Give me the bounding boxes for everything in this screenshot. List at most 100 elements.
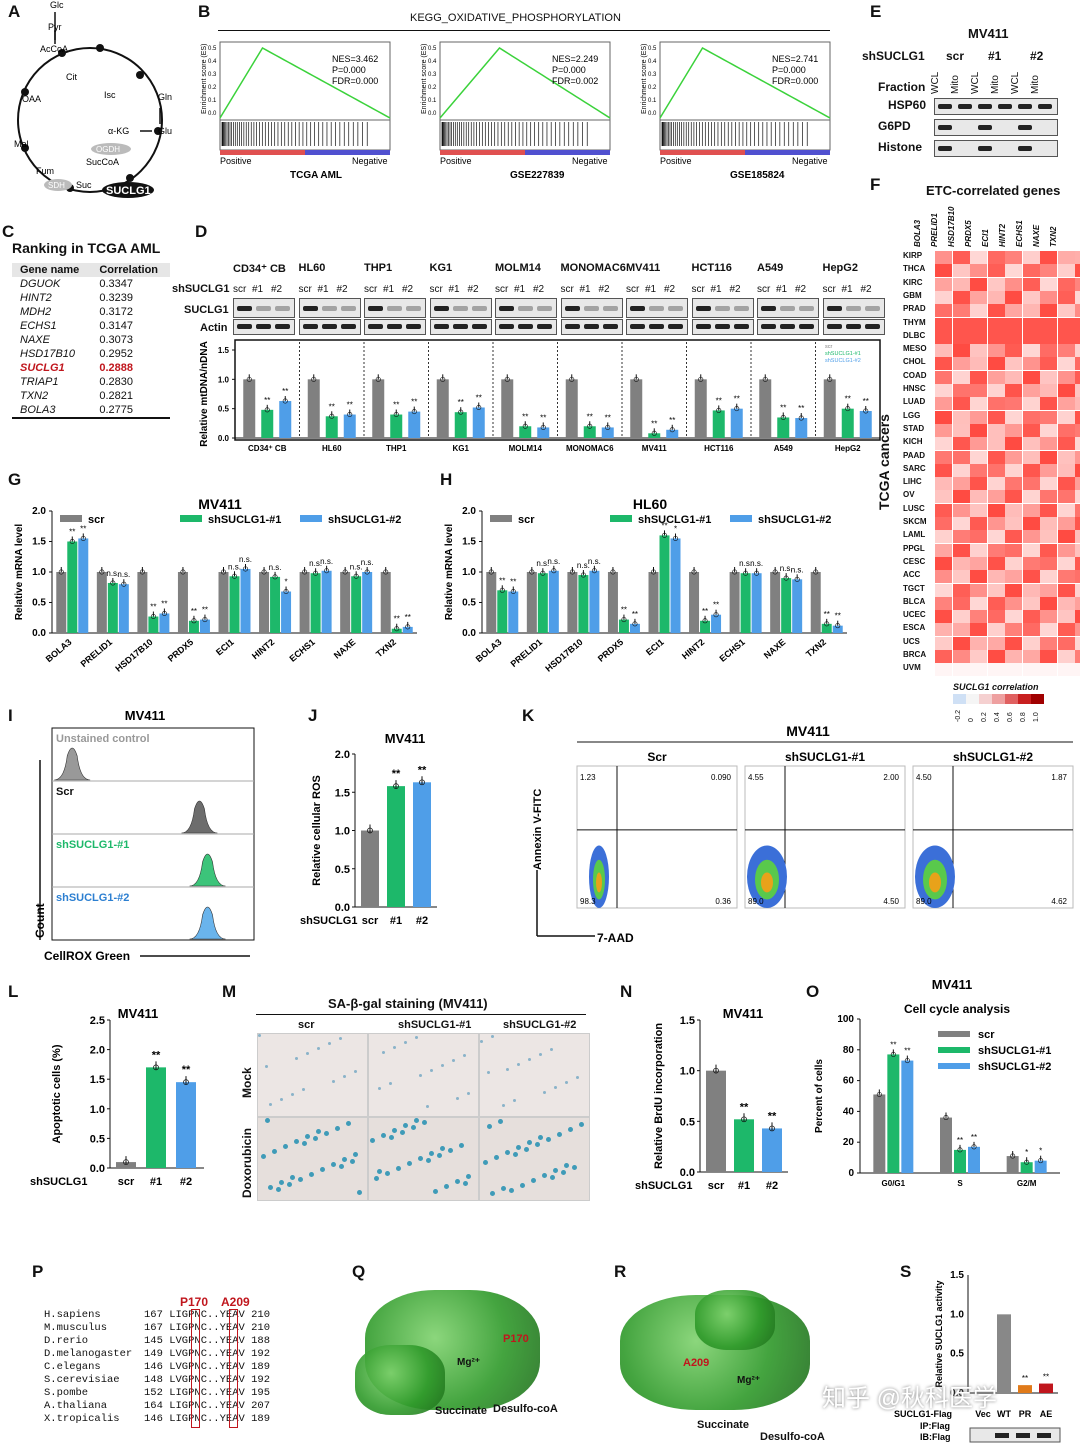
significance-mark: ** (768, 1110, 777, 1122)
m-stained-cell (317, 1047, 320, 1050)
bar (734, 1119, 754, 1172)
heatmap-cell (1022, 610, 1040, 624)
heatmap-cell (1075, 370, 1080, 384)
significance-mark: ** (264, 396, 270, 405)
k-plot-name: shSUCLG1-#1 (785, 750, 865, 764)
legend-label: scr (88, 514, 105, 526)
bar (670, 538, 681, 633)
bar (968, 1146, 980, 1173)
heatmap-cell (1040, 450, 1057, 464)
significance-mark: ** (150, 603, 156, 612)
r-desulfo-label: Desulfo-coA (760, 1431, 825, 1443)
r-mg-label: Mg²⁺ (737, 1375, 761, 1386)
heatmap-cell (1057, 397, 1075, 411)
data-point (943, 1115, 949, 1121)
heatmap-cancer-label: UCS (903, 636, 920, 646)
heatmap-cancer-label: LIHC (903, 477, 922, 487)
x-tick-label: PRDX5 (596, 637, 625, 664)
y-axis-label: Relative mtDNA/nDNA (199, 341, 210, 447)
data-point (591, 568, 597, 574)
heatmap-cell (1075, 397, 1080, 411)
heatmap-cell (1022, 663, 1040, 677)
d-sh-label: shSUCLG1 (172, 283, 230, 295)
y-tick-label: 2.0 (462, 506, 476, 517)
d-band-actin (864, 324, 880, 329)
panel-label-e: E (870, 2, 882, 21)
metab-akg: α-KG (108, 126, 129, 136)
data-point (510, 589, 516, 595)
e-sh-label: shSUCLG1 (862, 49, 925, 63)
bar (96, 572, 107, 633)
d-band-suclg1 (826, 306, 842, 311)
heatmap-cell (987, 397, 1005, 411)
y-tick-label: 1.0 (32, 567, 46, 578)
heatmap-cancer-label: GBM (903, 290, 922, 300)
m-micrograph (479, 1033, 590, 1117)
m-stained-cell (419, 1074, 422, 1077)
m-stained-cell (382, 1051, 385, 1054)
gsea-pos-label: Positive (220, 156, 252, 166)
s-x-label: PR (1019, 1409, 1032, 1419)
significance-mark: ** (904, 1047, 910, 1056)
heatmap-cell (1005, 344, 1022, 358)
x-tick-label: CD34⁺ CB (248, 444, 287, 453)
p-mark-a209: A209 (221, 1295, 250, 1309)
i-track-label: shSUCLG1-#2 (56, 892, 129, 904)
m-stained-cell (328, 1042, 331, 1045)
d-lane-label: #1 (252, 284, 264, 295)
m-stained-cell (579, 1122, 584, 1127)
e-group-label: #1 (988, 49, 1002, 63)
heatmap-cell (987, 423, 1005, 437)
k-ur: 2.00 (883, 773, 899, 782)
m-stained-cell (287, 1182, 292, 1187)
e-band (938, 146, 952, 151)
d-band-actin (518, 324, 533, 329)
heatmap-cell (1040, 290, 1057, 304)
d-lane-label: #2 (533, 284, 545, 295)
significance-mark: ** (651, 419, 657, 428)
e-group-label: #2 (1030, 49, 1044, 63)
structure-r: A209 Mg²⁺ Succinate Desulfo-coA (605, 1285, 830, 1443)
bar (618, 619, 629, 633)
y-tick-label: 1.0 (680, 1066, 695, 1078)
heatmap-cell (970, 304, 987, 318)
e-band (1018, 125, 1032, 130)
heatmap-cell (1005, 556, 1022, 570)
m-stained-cell (350, 1159, 355, 1164)
heatmap-cell (1075, 317, 1080, 331)
metab-oaa: OAA (22, 94, 41, 104)
panel-label-a: A (8, 2, 21, 21)
m-stained-cell (385, 1171, 390, 1176)
significance-mark: ** (669, 416, 675, 425)
heatmap-cell (1005, 397, 1022, 411)
data-point (405, 624, 411, 630)
heatmap-cell (1075, 357, 1080, 371)
heatmap-cell (987, 543, 1005, 557)
i-track-label: shSUCLG1-#1 (56, 839, 129, 851)
heatmap-cancer-label: UVM (903, 663, 921, 673)
o-legend-label: scr (978, 1029, 995, 1041)
m-stained-cell (505, 1150, 510, 1155)
m-stained-cell (535, 1142, 540, 1147)
bar (832, 625, 843, 633)
bar (648, 572, 659, 633)
gsea-rank-neg (745, 150, 830, 155)
data-point (798, 415, 804, 421)
significance-mark: ** (957, 1136, 963, 1145)
data-point (329, 413, 335, 419)
metab-fum: Fum (36, 166, 54, 176)
d-band-actin (564, 324, 580, 329)
m-stained-cell (524, 1147, 529, 1152)
d-cell-name: HL60 (298, 262, 326, 274)
m-stained-cell (502, 1104, 505, 1107)
s-blot-band (995, 1433, 1009, 1438)
heatmap-cell (1022, 264, 1040, 278)
data-point (488, 569, 494, 575)
m-stained-cell (426, 1105, 429, 1108)
m-stained-cell (444, 1184, 449, 1189)
heatmap-cell (1075, 264, 1080, 278)
bar (325, 416, 338, 438)
significance-mark: ** (621, 606, 627, 615)
data-point (476, 404, 482, 410)
heatmap-legend-swatch (953, 694, 966, 704)
